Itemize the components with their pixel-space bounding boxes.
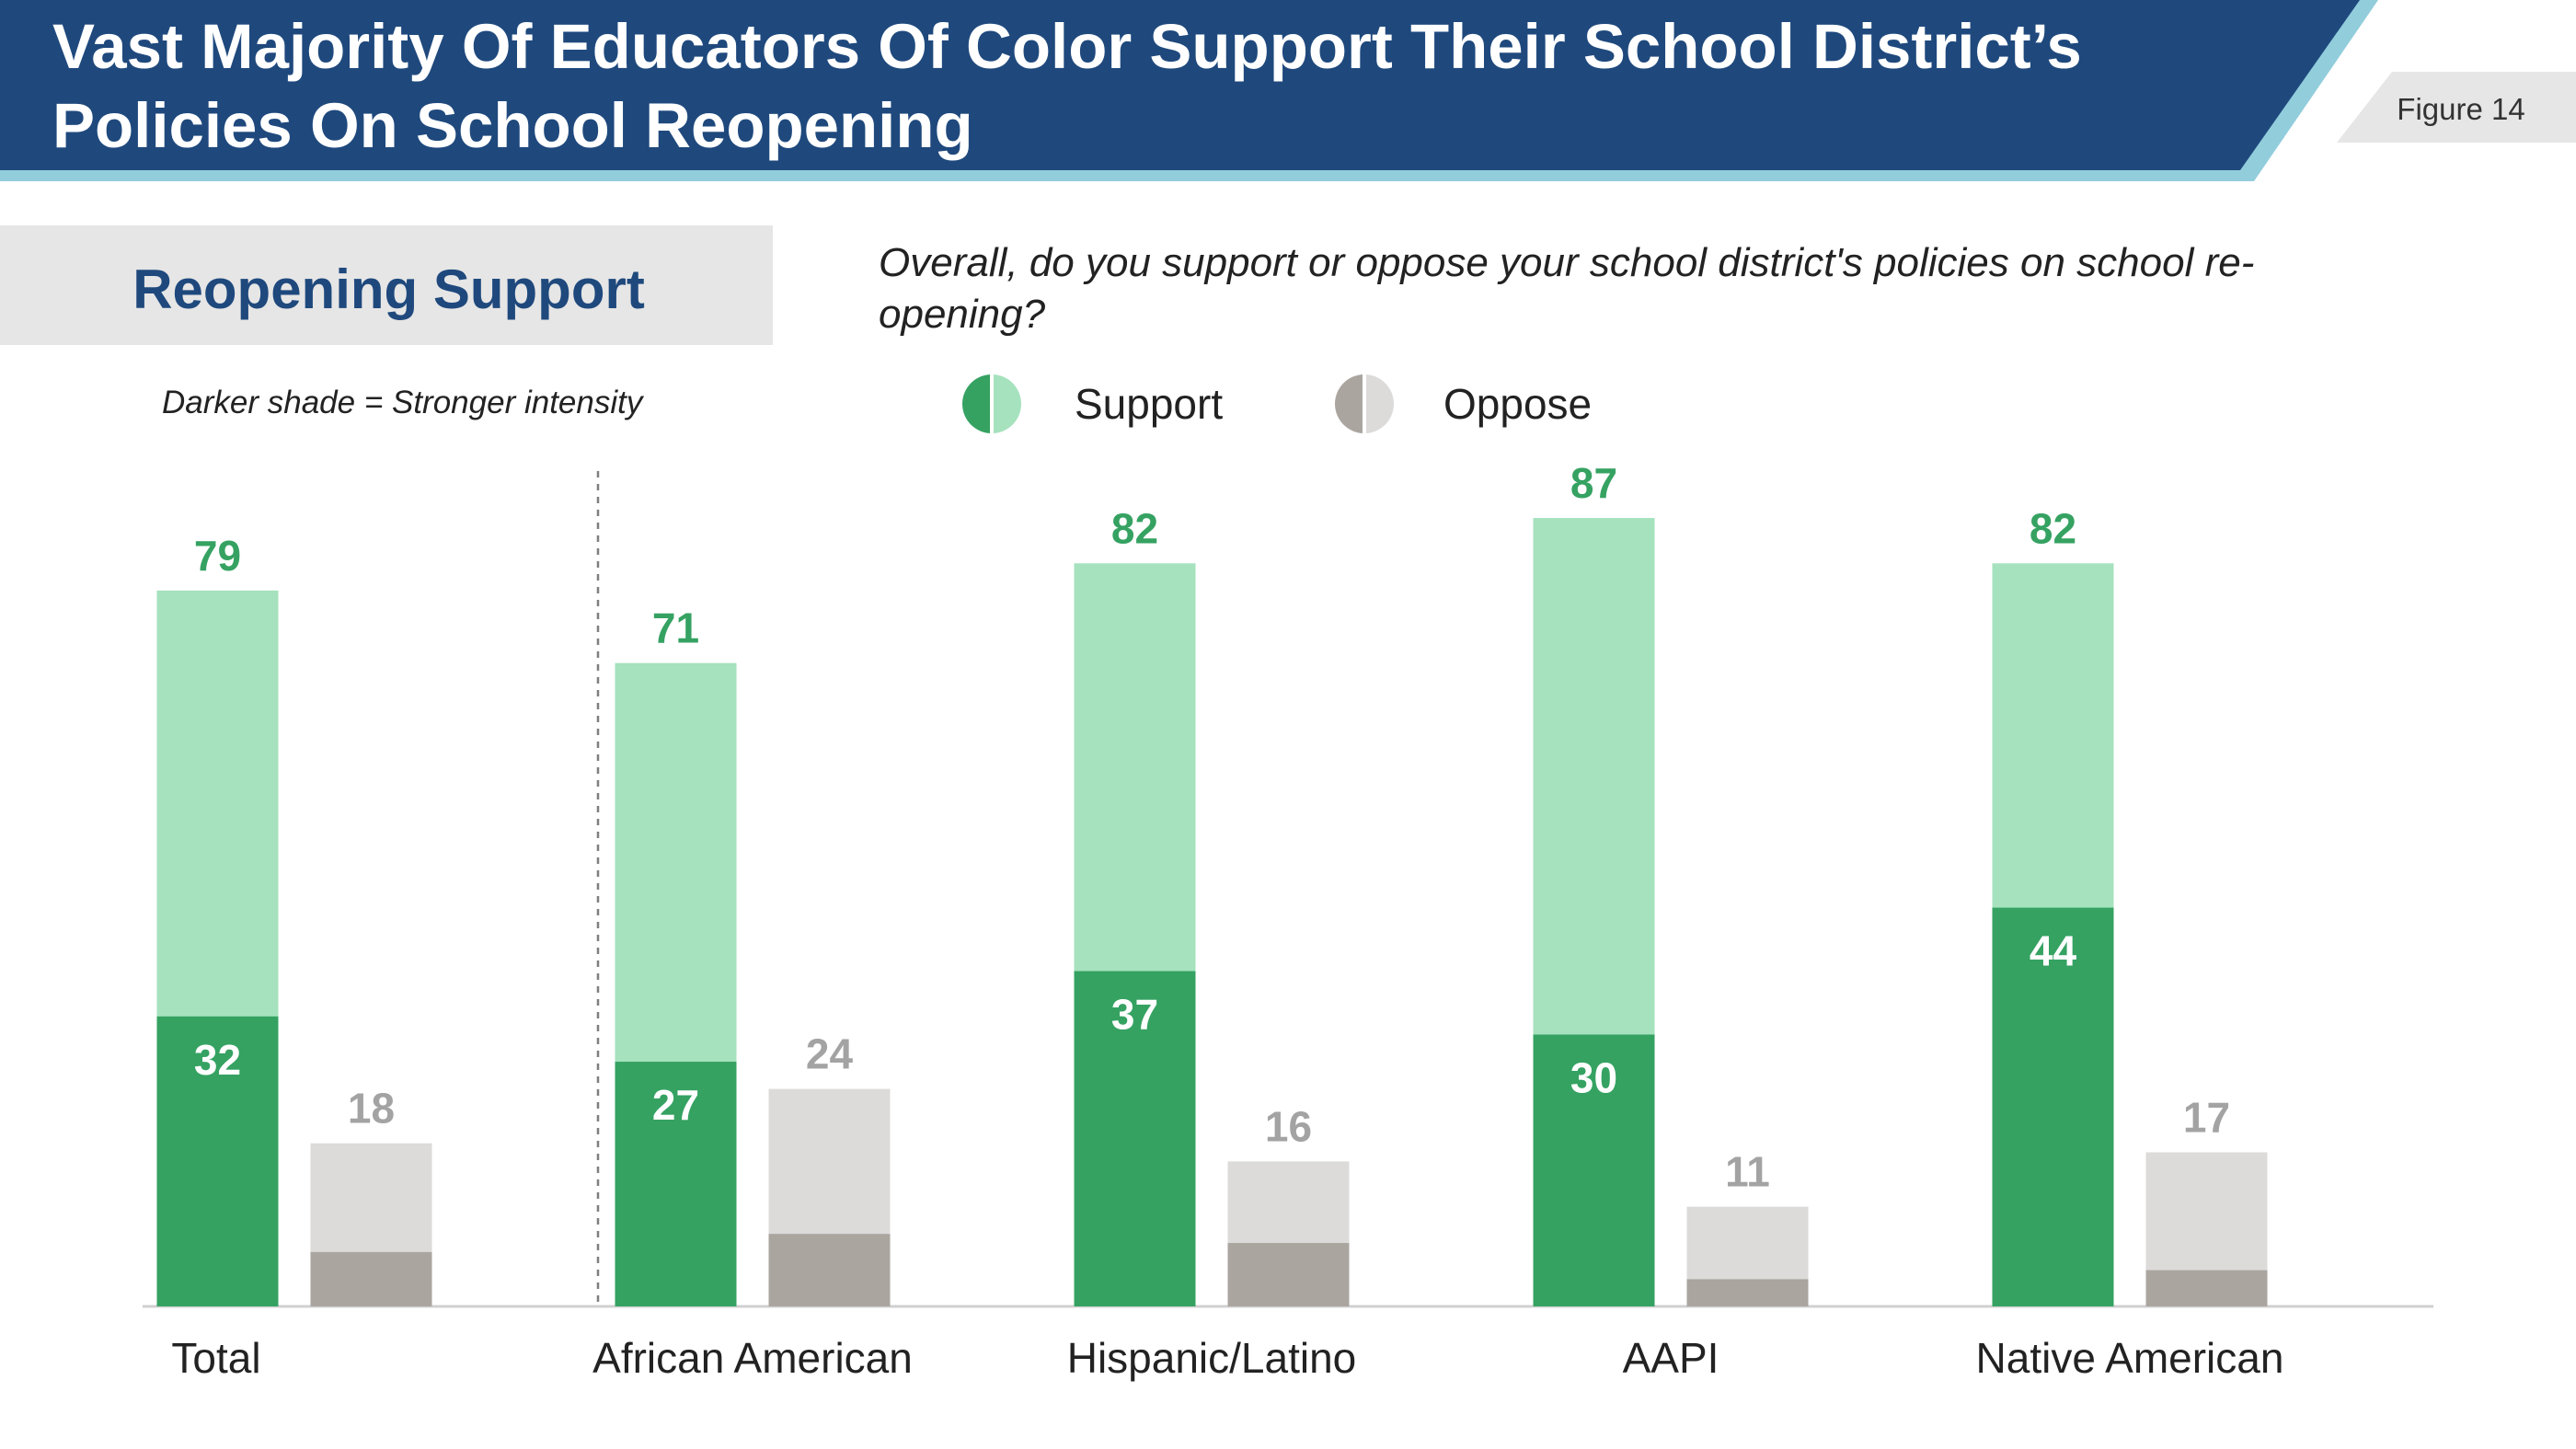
label-oppose-total-hispanic-latino: 16: [1265, 1102, 1312, 1150]
bar-support-strong-african-american: [615, 1062, 737, 1306]
label-support-total-total: 79: [194, 532, 241, 580]
label-support-total-hispanic-latino: 82: [1111, 504, 1158, 552]
category-label-aapi: AAPI: [1623, 1334, 1719, 1382]
bar-support-strong-native-american: [1992, 907, 2114, 1306]
bar-oppose-strong-native-american: [2145, 1270, 2268, 1306]
figure-tab: [2337, 72, 2576, 143]
label-support-strong-hispanic-latino: 37: [1111, 991, 1158, 1039]
category-label-total: Total: [171, 1334, 260, 1382]
page-title-line-1: Vast Majority Of Educators Of Color Supp…: [52, 11, 2082, 82]
bar-oppose-strong-aapi: [1686, 1279, 1809, 1306]
label-oppose-total-total: 18: [348, 1085, 395, 1133]
section-header-box: [0, 225, 773, 345]
label-support-strong-aapi: 30: [1570, 1054, 1617, 1102]
section-title: Reopening Support: [132, 259, 645, 320]
category-label-native-american: Native American: [1976, 1334, 2284, 1382]
legend-oppose-label: Oppose: [1443, 380, 1593, 428]
page-title: Vast Majority Of Educators Of Color Supp…: [52, 7, 2297, 166]
label-support-total-aapi: 87: [1570, 459, 1617, 507]
bar-oppose-strong-african-american: [768, 1234, 891, 1306]
label-support-total-african-american: 71: [652, 604, 699, 652]
bar-support-strong-aapi: [1533, 1034, 1655, 1306]
header-banner: [0, 0, 2576, 181]
label-support-total-native-american: 82: [2030, 504, 2076, 552]
page-title-line-2: Policies On School Reopening: [52, 90, 973, 161]
label-oppose-total-aapi: 11: [1725, 1148, 1770, 1196]
bar-oppose-strong-total: [310, 1251, 432, 1306]
label-oppose-total-african-american: 24: [806, 1030, 854, 1078]
label-support-strong-native-american: 44: [2030, 927, 2077, 975]
survey-question: Overall, do you support or oppose your s…: [879, 240, 2255, 337]
bar-support-strong-hispanic-latino: [1074, 971, 1196, 1306]
figure-label: Figure 14: [2397, 92, 2525, 126]
bar-support-strong-total: [156, 1016, 279, 1306]
intensity-note: Darker shade = Stronger intensity: [162, 385, 643, 420]
label-support-strong-total: 32: [194, 1036, 241, 1084]
label-support-strong-african-american: 27: [652, 1081, 699, 1129]
header-background: [0, 0, 2360, 170]
category-label-african-american: African American: [592, 1334, 913, 1382]
category-label-hispanic-latino: Hispanic/Latino: [1067, 1334, 1357, 1382]
legend-support-label: Support: [1075, 380, 1224, 428]
bar-oppose-strong-hispanic-latino: [1227, 1243, 1350, 1306]
label-oppose-total-native-american: 17: [2183, 1094, 2230, 1142]
